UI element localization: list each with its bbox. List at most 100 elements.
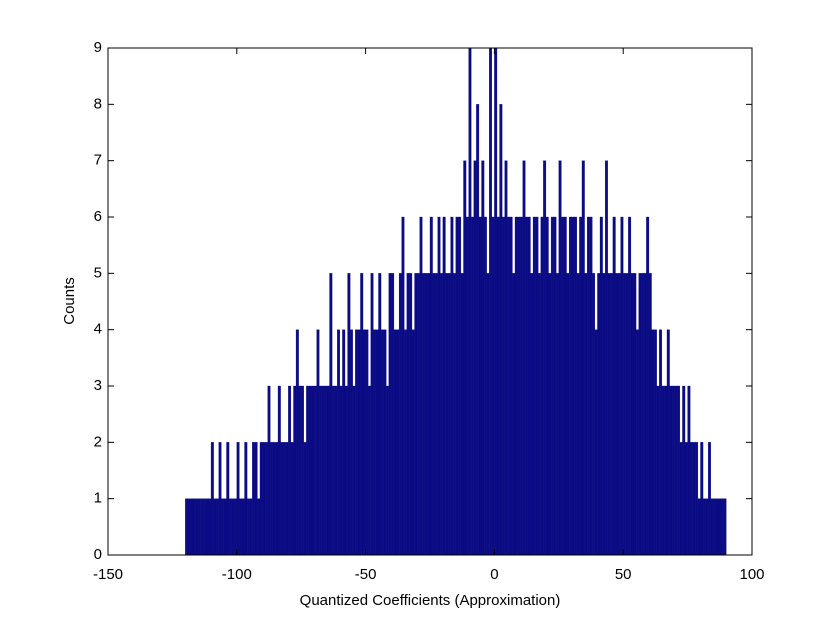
bar xyxy=(254,442,258,556)
bar xyxy=(311,385,315,556)
bar xyxy=(478,216,482,556)
bar xyxy=(581,160,585,556)
bar xyxy=(684,442,688,556)
bar xyxy=(489,47,492,556)
bar xyxy=(648,273,652,556)
bar xyxy=(625,273,629,556)
bar xyxy=(561,216,565,556)
bar xyxy=(710,498,714,556)
bar xyxy=(525,216,529,556)
bar xyxy=(617,273,621,556)
bar xyxy=(306,385,310,556)
bar xyxy=(221,498,225,556)
bar xyxy=(700,442,704,556)
bar xyxy=(388,273,392,556)
bar xyxy=(334,385,338,556)
bar xyxy=(236,442,240,556)
bar xyxy=(715,498,719,556)
bar xyxy=(458,216,462,556)
bar xyxy=(329,273,333,556)
y-tick-label: 8 xyxy=(94,95,102,112)
bar xyxy=(661,385,665,556)
axes-box xyxy=(107,47,753,556)
bar xyxy=(185,498,189,556)
bar xyxy=(401,216,405,556)
bar xyxy=(671,385,675,556)
bar xyxy=(218,442,222,556)
bar xyxy=(720,498,724,556)
bar xyxy=(321,385,325,556)
y-tick-label: 6 xyxy=(94,208,102,225)
bar xyxy=(375,329,379,556)
bar xyxy=(702,498,706,556)
bar xyxy=(386,385,389,556)
bar xyxy=(677,385,681,556)
bar xyxy=(316,329,320,556)
bar xyxy=(514,216,518,556)
bar xyxy=(347,273,351,556)
bar xyxy=(646,216,650,556)
bar xyxy=(553,216,557,556)
bar xyxy=(491,216,495,556)
bar xyxy=(370,273,374,556)
bar xyxy=(378,273,382,556)
bar xyxy=(643,273,647,556)
bar xyxy=(295,329,299,556)
bar xyxy=(391,273,395,556)
bar xyxy=(324,385,328,556)
bar xyxy=(656,385,660,556)
y-tick-label: 3 xyxy=(94,377,102,394)
bar xyxy=(476,104,480,556)
bar xyxy=(690,442,693,556)
bar xyxy=(198,498,201,556)
bar xyxy=(419,216,423,556)
bar xyxy=(615,273,619,556)
bar xyxy=(373,329,377,556)
y-tick-label: 1 xyxy=(94,490,102,507)
bar xyxy=(708,442,711,556)
bar xyxy=(705,498,709,556)
x-tick-label: 0 xyxy=(490,566,498,583)
bar xyxy=(303,442,307,556)
bar xyxy=(241,498,245,556)
bar xyxy=(599,216,603,556)
bar xyxy=(517,216,521,556)
y-tick-label: 5 xyxy=(94,264,102,281)
bar xyxy=(558,160,562,556)
bar xyxy=(223,498,227,556)
bar xyxy=(414,273,418,556)
bar xyxy=(499,104,503,556)
bar xyxy=(257,498,261,556)
bar xyxy=(556,273,559,556)
bar xyxy=(494,47,498,556)
bar xyxy=(365,329,369,556)
bar xyxy=(409,273,413,556)
bar xyxy=(259,442,263,556)
bar xyxy=(362,329,366,556)
bar xyxy=(610,273,614,556)
bar xyxy=(509,216,513,556)
bar xyxy=(226,442,230,556)
bar xyxy=(659,329,662,556)
bar xyxy=(357,329,361,556)
x-axis-label: Quantized Coefficients (Approximation) xyxy=(300,592,561,609)
bar xyxy=(411,329,415,556)
bar xyxy=(535,216,539,556)
bar xyxy=(566,273,570,556)
bar xyxy=(445,273,449,556)
bar xyxy=(213,498,217,556)
bar xyxy=(633,273,637,556)
bar xyxy=(612,216,616,556)
bar xyxy=(331,385,335,556)
x-tick-label: -50 xyxy=(355,566,377,583)
bar xyxy=(540,216,544,556)
bar xyxy=(638,273,642,556)
bar xyxy=(280,442,284,556)
bar xyxy=(453,273,456,556)
bar xyxy=(501,216,505,556)
bar xyxy=(520,216,523,556)
bar xyxy=(530,273,534,556)
bar xyxy=(653,329,657,556)
bar xyxy=(228,498,232,556)
bar xyxy=(522,160,526,556)
